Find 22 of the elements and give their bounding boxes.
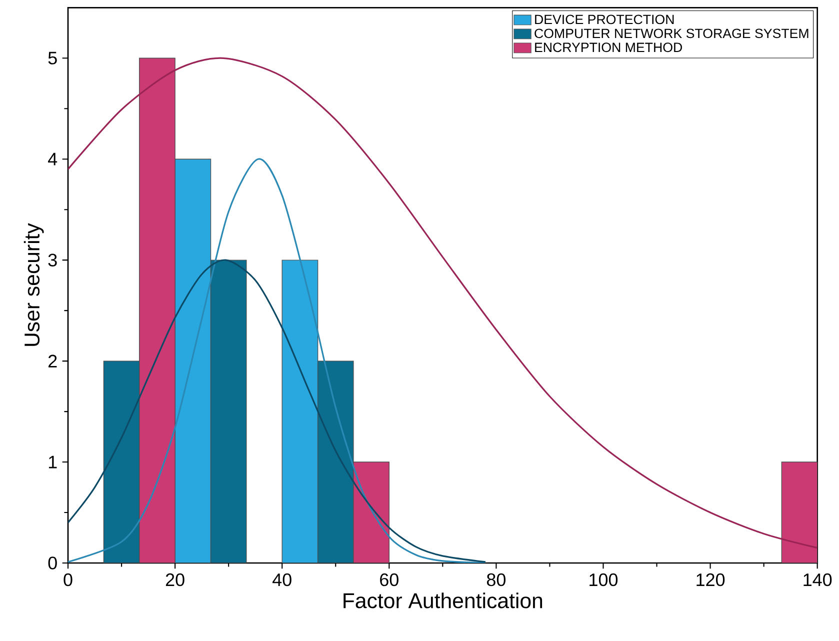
x-tick-label: 20: [166, 573, 184, 586]
line-series: [68, 158, 486, 563]
y-tick-label: 0: [48, 556, 57, 570]
line-series: [68, 57, 818, 549]
x-axis-title: Factor Authentication: [344, 592, 542, 608]
x-tick-label: 100: [590, 573, 618, 586]
y-axis-title: User security: [24, 223, 44, 346]
line-series: [68, 259, 486, 563]
x-tick-label: 40: [272, 573, 292, 586]
legend-label: ENCRYPTION METHOD: [535, 42, 682, 52]
y-tick-label: 3: [48, 254, 57, 266]
y-tick-label: 4: [48, 152, 58, 166]
y-tick-label: 5: [48, 52, 57, 64]
legend-label: DEVICE PROTECTION: [535, 14, 674, 24]
y-tick-label: 1: [48, 456, 57, 468]
x-tick-label: 120: [696, 573, 725, 586]
x-tick-label: 0: [64, 573, 72, 586]
y-tick-label: 2: [48, 354, 57, 368]
x-tick-label: 80: [486, 573, 506, 586]
x-tick-label: 60: [380, 573, 398, 586]
legend-label: COMPUTER NETWORK STORAGE SYSTEM: [534, 28, 808, 38]
x-tick-label: 140: [804, 573, 832, 586]
